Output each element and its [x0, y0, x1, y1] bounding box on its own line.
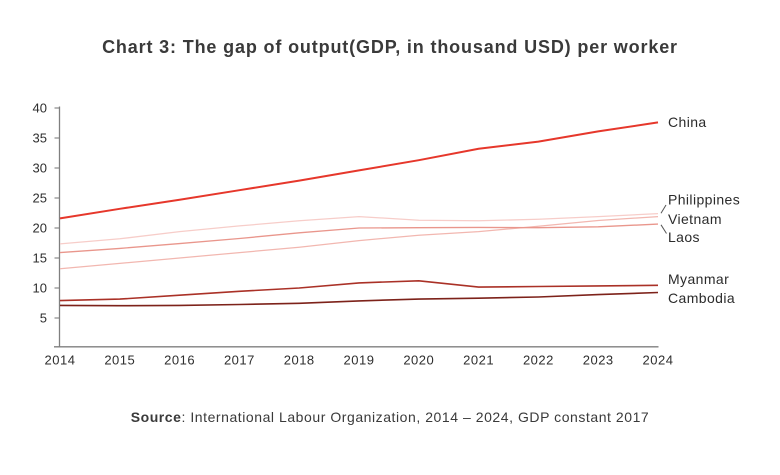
svg-text:2023: 2023: [583, 353, 614, 368]
svg-text:Cambodia: Cambodia: [668, 290, 735, 306]
svg-text:Philippines: Philippines: [668, 192, 740, 208]
svg-text:Laos: Laos: [668, 229, 700, 245]
svg-text:2014: 2014: [45, 353, 76, 368]
svg-text:5: 5: [40, 311, 47, 326]
svg-text:40: 40: [33, 101, 47, 116]
svg-text:30: 30: [33, 161, 47, 176]
svg-text:2019: 2019: [344, 353, 375, 368]
svg-text:2017: 2017: [224, 353, 255, 368]
svg-text:2015: 2015: [104, 353, 135, 368]
svg-text:2022: 2022: [523, 353, 554, 368]
svg-text:2018: 2018: [284, 353, 315, 368]
svg-text:Vietnam: Vietnam: [668, 211, 722, 227]
svg-text:15: 15: [33, 251, 47, 266]
svg-text:2021: 2021: [463, 353, 494, 368]
svg-text:2024: 2024: [643, 353, 674, 368]
svg-text:Chart 3: The gap of output(GDP: Chart 3: The gap of output(GDP, in thous…: [102, 37, 678, 57]
svg-text:20: 20: [33, 221, 47, 236]
svg-text:Source: International Labour O: Source: International Labour Organizatio…: [131, 409, 650, 425]
svg-text:25: 25: [33, 191, 47, 206]
svg-text:Myanmar: Myanmar: [668, 271, 729, 287]
svg-text:China: China: [668, 114, 707, 130]
svg-text:10: 10: [33, 281, 47, 296]
svg-text:2016: 2016: [164, 353, 195, 368]
svg-text:2020: 2020: [403, 353, 434, 368]
svg-text:35: 35: [33, 131, 47, 146]
